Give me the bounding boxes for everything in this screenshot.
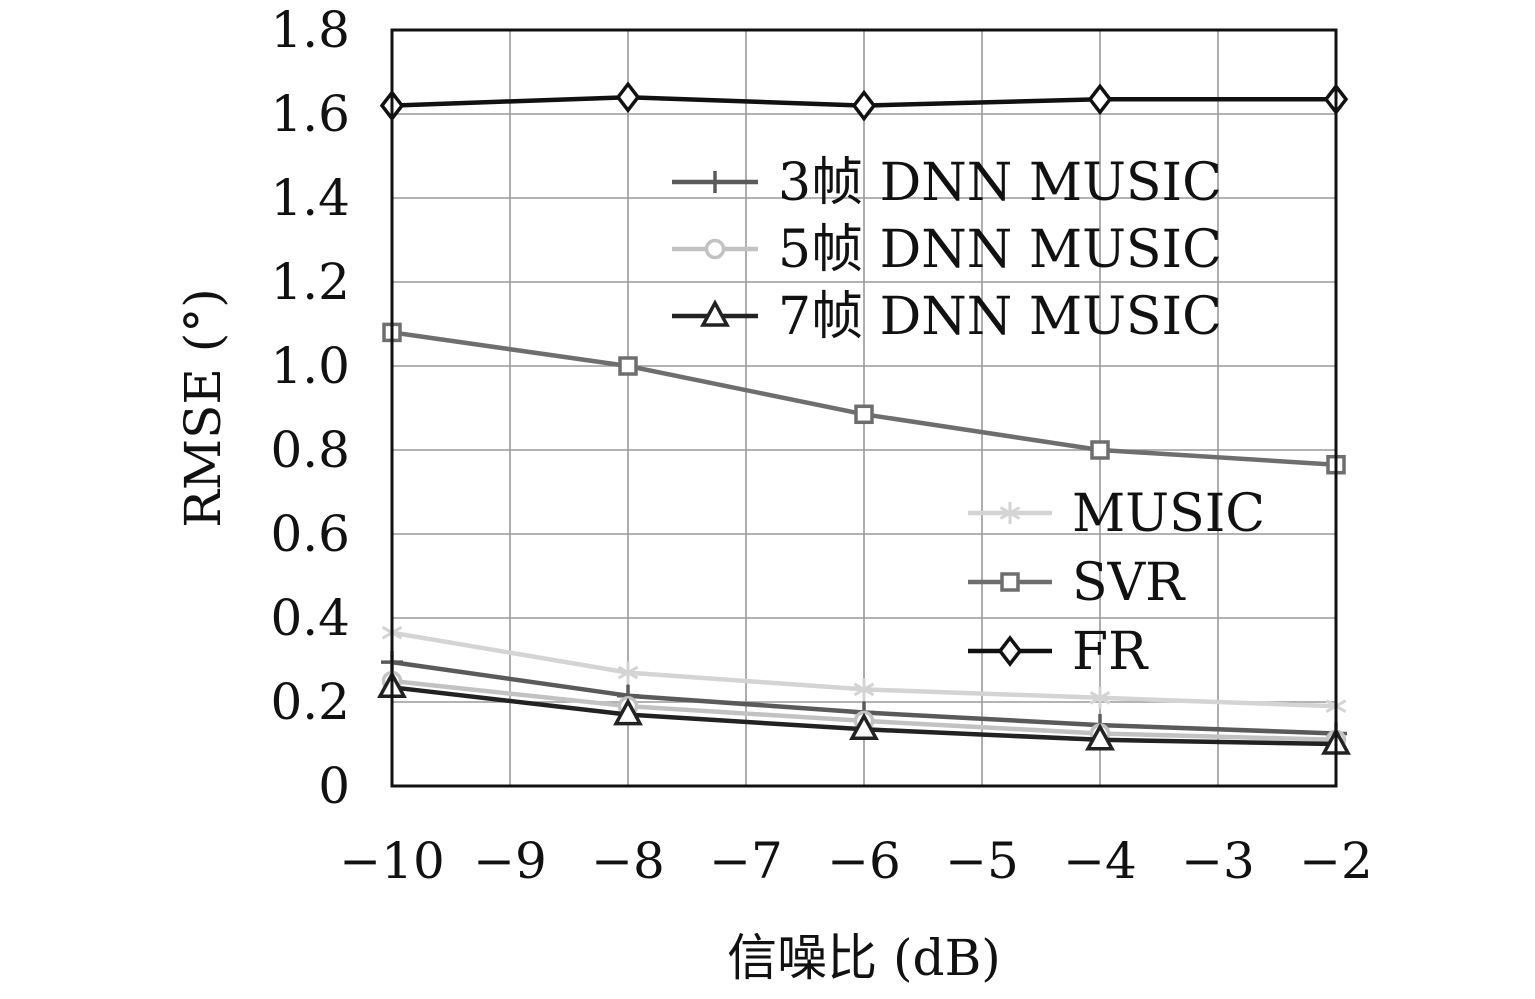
x-tick-label: −9	[473, 832, 547, 890]
legend-marker	[704, 171, 726, 193]
x-axis-label: 信噪比 (dB)	[727, 929, 1001, 987]
legend-marker	[700, 299, 730, 327]
legend-label: 3帧 DNN MUSIC	[778, 153, 1222, 213]
legend-marker	[1000, 572, 1020, 592]
legend-label: SVR	[1072, 553, 1186, 613]
y-tick-label: 1.6	[270, 85, 350, 143]
x-tick-label: −6	[827, 832, 901, 890]
y-tick-labels: 0 0.2 0.4 0.6 0.8 1.0 1.2 1.4 1.6 1.8	[270, 1, 350, 815]
legend-entry: FR	[968, 622, 1149, 682]
y-tick-label: 1.4	[270, 169, 350, 227]
x-tick-label: −7	[709, 832, 783, 890]
x-tick-label: −2	[1299, 832, 1373, 890]
series-fr	[379, 81, 1349, 122]
y-tick-label: 1.2	[270, 253, 350, 311]
y-axis-label: RMSE (°)	[174, 288, 232, 528]
series-lines	[377, 81, 1351, 755]
legend-label: MUSIC	[1072, 484, 1265, 544]
data-point-svr	[618, 356, 638, 376]
data-point-7-dnn-music	[613, 697, 643, 726]
data-point-fr	[615, 81, 641, 114]
y-tick-label: 0	[318, 757, 350, 815]
x-tick-label: −3	[1181, 832, 1255, 890]
legend-label: 5帧 DNN MUSIC	[778, 220, 1222, 280]
data-point-music	[617, 661, 639, 684]
legend-marker	[997, 635, 1023, 667]
y-tick-label: 0.2	[270, 673, 350, 731]
y-tick-label: 1.0	[270, 337, 350, 395]
data-point-fr	[851, 89, 877, 122]
legend-label: 7帧 DNN MUSIC	[778, 287, 1222, 347]
data-point-svr	[854, 404, 874, 425]
data-point-svr	[1090, 440, 1110, 460]
y-tick-label: 0.4	[270, 589, 350, 647]
data-point-fr	[1087, 83, 1113, 116]
plot-frame	[390, 28, 1338, 788]
y-tick-label: 0.8	[270, 421, 350, 479]
legend-baselines: MUSIC SVR FR	[968, 484, 1265, 682]
legend-marker	[999, 502, 1021, 524]
legend-dnn: 3帧 DNN MUSIC 5帧 DNN MUSIC 7帧 DNN MUSIC	[672, 153, 1222, 347]
legend-entry: 5帧 DNN MUSIC	[672, 220, 1222, 280]
legend-entry: 7帧 DNN MUSIC	[672, 287, 1222, 347]
series-svr	[382, 322, 1346, 475]
legend-marker	[704, 238, 726, 260]
x-tick-label: −8	[591, 832, 665, 890]
x-tick-labels: −10 −9 −8 −7 −6 −5 −4 −3 −2	[339, 832, 1373, 890]
legend-entry: MUSIC	[968, 484, 1265, 544]
x-tick-label: −5	[945, 832, 1019, 890]
data-point-music	[1089, 686, 1111, 709]
x-tick-label: −10	[339, 832, 445, 890]
data-point-7-dnn-music	[1085, 723, 1115, 751]
legend-entry: SVR	[968, 553, 1186, 613]
x-tick-label: −4	[1063, 832, 1137, 890]
legend-label: FR	[1072, 622, 1149, 682]
data-point-7-dnn-music	[849, 712, 879, 741]
legend-entry: 3帧 DNN MUSIC	[672, 153, 1222, 213]
y-tick-label: 1.8	[270, 1, 350, 59]
data-point-music	[853, 678, 875, 701]
y-tick-label: 0.6	[270, 505, 350, 563]
